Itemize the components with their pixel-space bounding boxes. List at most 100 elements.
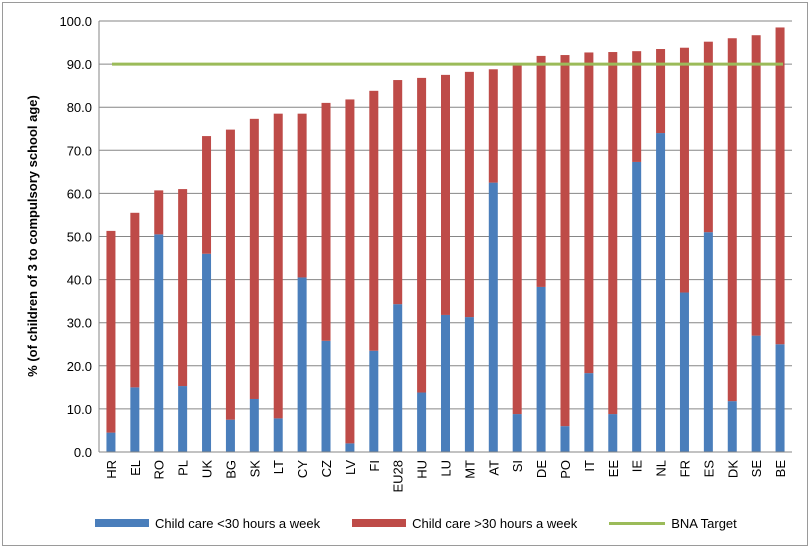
bar-under30-cz: [321, 340, 331, 452]
bar-under30-it: [584, 373, 594, 452]
bar-under30-hr: [106, 432, 116, 452]
x-tick-label: BE: [773, 460, 788, 478]
bar-over30-eu28: [393, 80, 403, 305]
x-tick-label: EU28: [391, 460, 406, 493]
x-tick-label: PL: [176, 460, 191, 476]
bar-under30-uk: [202, 253, 212, 452]
bar-over30-lt: [273, 113, 283, 419]
bar-over30-be: [775, 27, 785, 345]
bar-under30-fr: [679, 292, 689, 452]
y-axis-ticks: 0.0 10.0 20.0 30.0 40.0 50.0 60.0 70.0 80.0 90.0 1…: [59, 14, 92, 460]
x-tick-label: NL: [654, 460, 669, 477]
bar-over30-de: [536, 55, 546, 287]
bar-under30-po: [560, 426, 570, 452]
x-tick-label: UK: [200, 460, 215, 478]
bar-over30-mt: [464, 71, 474, 318]
y-tick-label: 0.0: [74, 445, 92, 460]
bar-over30-dk: [727, 38, 737, 402]
bar-under30-be: [775, 344, 785, 452]
y-tick-label: 70.0: [67, 143, 92, 158]
x-tick-label: AT: [486, 460, 501, 476]
bar-under30-cy: [297, 277, 307, 452]
x-tick-label: FR: [677, 460, 692, 477]
legend-swatch-target: [609, 521, 666, 525]
x-tick-label: BG: [223, 460, 238, 479]
bar-under30-eu28: [393, 304, 403, 452]
x-tick-label: DK: [725, 460, 740, 478]
bar-over30-at: [488, 69, 498, 183]
x-tick-label: IE: [630, 460, 645, 473]
bar-under30-hu: [417, 392, 427, 452]
bar-over30-ro: [154, 190, 164, 235]
bar-over30-cz: [321, 102, 331, 341]
bar-under30-lu: [441, 314, 450, 452]
bar-over30-bg: [225, 129, 235, 420]
y-tick-label: 10.0: [67, 402, 92, 417]
bar-over30-cy: [297, 113, 307, 278]
bar-under30-mt: [464, 317, 474, 452]
x-tick-label: EE: [606, 460, 621, 478]
y-tick-label: 40.0: [67, 273, 92, 288]
bar-over30-fi: [369, 90, 379, 351]
x-tick-label: ES: [701, 460, 716, 478]
bar-over30-uk: [202, 136, 212, 254]
bar-over30-po: [560, 55, 570, 427]
y-tick-label: 20.0: [67, 359, 92, 374]
bar-over30-es: [703, 41, 713, 233]
bar-under30-ro: [154, 234, 164, 452]
bar-under30-bg: [225, 419, 235, 452]
y-tick-label: 50.0: [67, 230, 92, 245]
legend-item-target: BNA Target: [609, 516, 737, 531]
y-tick-label: 80.0: [67, 100, 92, 115]
bar-under30-nl: [656, 133, 666, 452]
bar-under30-de: [536, 286, 546, 452]
x-axis-ticks: HR EL RO PL UK BG SK LT CY CZ LV FI EU28 HU LU MT AT SI DE…: [104, 460, 788, 493]
bar-under30-lv: [345, 443, 355, 452]
bar-over30-sk: [249, 118, 259, 399]
y-tick-label: 60.0: [67, 186, 92, 201]
x-tick-label: LT: [271, 460, 286, 474]
x-tick-label: RO: [152, 460, 167, 480]
bar-over30-pl: [178, 189, 188, 387]
bar-over30-se: [751, 35, 761, 336]
x-tick-label: HU: [415, 460, 430, 479]
y-tick-label: 30.0: [67, 316, 92, 331]
bar-under30-si: [512, 414, 522, 452]
y-tick-label: 100.0: [59, 14, 92, 29]
legend: Child care <30 hours a week Child care >…: [95, 514, 769, 532]
bar-over30-ie: [632, 51, 642, 162]
legend-label-under30: Child care <30 hours a week: [155, 515, 321, 531]
bar-under30-es: [703, 232, 713, 452]
x-tick-label: CY: [295, 460, 310, 478]
bar-over30-si: [512, 64, 522, 415]
x-tick-label: SK: [247, 460, 262, 478]
x-tick-label: EL: [128, 460, 143, 476]
x-tick-label: CZ: [319, 460, 334, 477]
x-tick-label: FI: [367, 460, 382, 472]
x-tick-label: IT: [582, 460, 597, 472]
x-tick-label: SI: [510, 460, 525, 472]
bar-under30-se: [751, 335, 761, 452]
legend-label-over30: Child care >30 hours a week: [412, 515, 578, 531]
bar-under30-sk: [249, 398, 259, 452]
bar-over30-hr: [106, 230, 116, 433]
x-tick-label: LU: [439, 460, 454, 477]
bar-over30-ee: [608, 52, 618, 415]
legend-item-over30: Child care >30 hours a week: [352, 516, 577, 531]
legend-swatch-under30: [95, 519, 149, 527]
bar-over30-lu: [441, 74, 450, 315]
bar-under30-fi: [369, 350, 379, 452]
bar-over30-nl: [656, 49, 666, 134]
x-tick-label: PO: [558, 460, 573, 479]
legend-label-target: BNA Target: [671, 515, 737, 531]
bar-under30-ie: [632, 161, 642, 452]
bar-over30-lv: [345, 99, 355, 444]
bar-under30-dk: [727, 401, 737, 452]
x-tick-label: MT: [462, 460, 477, 479]
legend-item-under30: Child care <30 hours a week: [95, 516, 320, 531]
bars: [106, 27, 785, 452]
x-tick-label: DE: [534, 460, 549, 478]
bar-under30-pl: [178, 386, 188, 452]
bar-over30-it: [584, 52, 594, 374]
y-axis-label: % (of children of 3 to compulsory school…: [25, 95, 40, 377]
